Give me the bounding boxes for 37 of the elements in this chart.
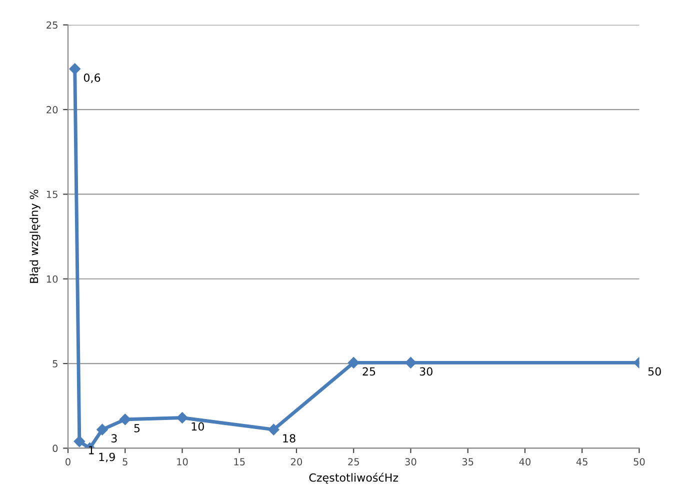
annotation: 5 (134, 424, 140, 432)
point (69, 63, 80, 75)
x-tick-label: 0 (66, 458, 70, 466)
x-tick-label: 15 (234, 458, 245, 466)
annotation: 3 (111, 434, 117, 443)
x-tick-label: 5 (122, 458, 128, 466)
x-tick-label: 20 (291, 458, 302, 466)
point (348, 357, 360, 368)
y-tick-label: 25 (46, 21, 58, 29)
y-tick-label: 20 (46, 106, 58, 114)
point (120, 414, 131, 426)
point (268, 424, 280, 436)
x-axis-title: CzęstotliwośćHz (309, 472, 398, 484)
y-tick-label: 0 (52, 444, 58, 452)
point (405, 357, 416, 368)
annotation: 0,6 (84, 73, 100, 84)
y-tick-label: 10 (46, 275, 58, 283)
y-axis-title: Błąd względny % (30, 190, 40, 283)
annotation: 1 (88, 446, 94, 454)
annotation: 25 (362, 367, 376, 376)
x-tick-label: 50 (634, 458, 645, 466)
x-tick-label: 45 (576, 458, 588, 466)
x-tick-label: 35 (462, 458, 474, 466)
annotation: 50 (648, 367, 661, 376)
y-tick-label: 15 (46, 190, 58, 198)
x-tick-label: 10 (177, 458, 188, 466)
point (74, 436, 86, 448)
annotation: 18 (283, 434, 296, 443)
x-tick-label: 40 (519, 458, 530, 466)
y-tick-label: 5 (52, 360, 58, 368)
annotation: 1,9 (99, 452, 115, 462)
x-tick-label: 30 (405, 458, 416, 466)
x-tick-label: 25 (348, 458, 359, 466)
point (176, 412, 188, 424)
annotation: 30 (420, 367, 432, 376)
annotation: 10 (192, 422, 204, 431)
point (96, 424, 108, 436)
